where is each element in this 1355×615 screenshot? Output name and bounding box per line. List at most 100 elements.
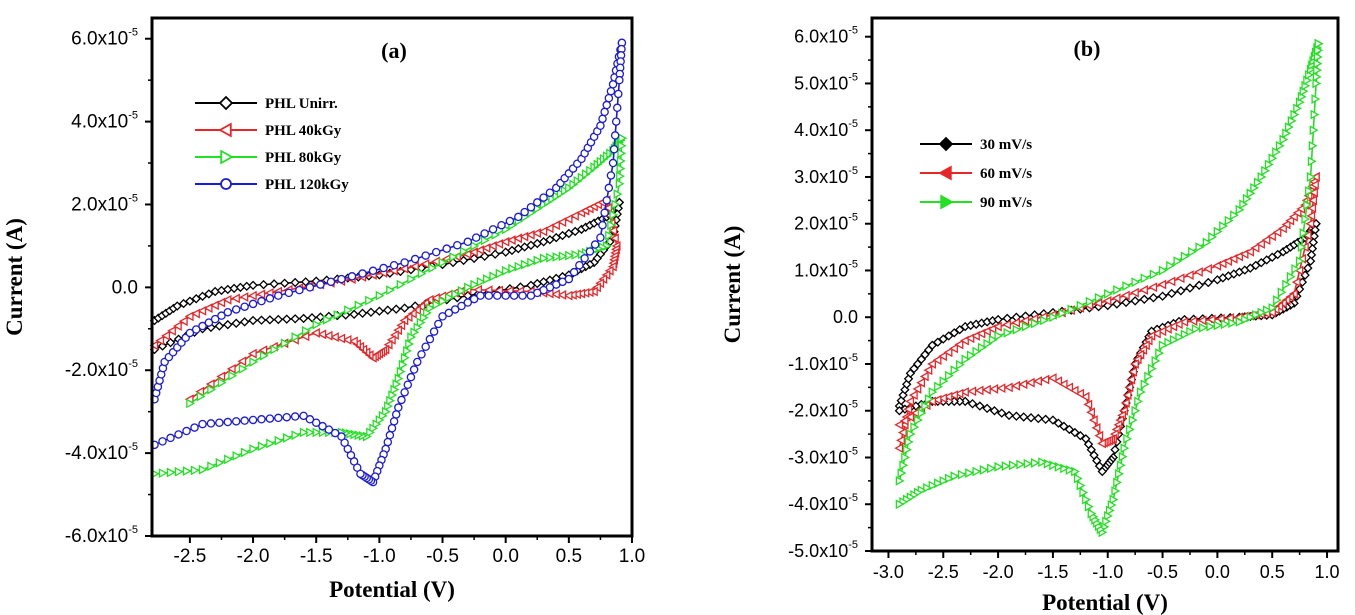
data-point [1158,340,1168,351]
data-point [481,243,491,253]
data-point [410,327,420,338]
data-point [943,347,953,358]
legend-item: 30 mV/s [920,136,1032,153]
data-point [256,289,266,300]
data-point [1120,398,1130,408]
data-point [975,401,985,411]
data-point [977,342,987,353]
data-point [231,417,241,426]
data-point [391,410,401,419]
data-point [480,229,489,238]
x-tick-label: -3.0 [873,562,904,582]
data-point [1025,377,1035,388]
data-point [1175,273,1185,284]
data-point [324,425,334,434]
data-point [954,339,964,350]
data-point [488,225,498,234]
data-point [905,412,915,422]
data-point [1278,223,1287,234]
data-point [1009,460,1018,471]
data-point [957,469,967,480]
legend-label: 30 mV/s [980,137,1032,153]
data-point [1080,391,1090,402]
data-point [1115,468,1124,479]
y-tick-label: 5.0x10-5 [794,71,858,93]
x-tick-label: -0.5 [426,546,459,567]
data-point [903,404,913,415]
data-point [979,465,989,475]
data-point [217,311,226,320]
legend-swatch-marker [938,136,954,152]
data-point [972,466,982,477]
data-point [1285,215,1295,226]
data-point [544,288,554,299]
data-point [396,279,406,290]
data-point [604,183,614,193]
data-point [934,381,943,392]
data-point [938,334,948,344]
data-point [1307,203,1317,214]
data-point [1113,477,1123,488]
data-point [961,354,971,365]
data-point [1169,334,1179,345]
data-point [424,294,434,305]
data-point [570,210,579,221]
data-point [949,328,959,338]
data-point [333,310,343,320]
data-point [1033,376,1042,387]
legend: PHL Unirr. PHL 40kGy PHL 80kGy PHL 120kGy [195,95,349,193]
data-point [1091,422,1101,433]
data-point [204,318,214,327]
data-point [1303,200,1313,210]
data-point [387,424,397,433]
data-point [1116,460,1126,471]
data-point [407,332,417,342]
data-point [394,373,404,384]
data-point [600,107,609,117]
data-point [312,319,322,330]
data-point [210,300,219,311]
data-point [1125,424,1135,435]
data-point [1118,451,1128,462]
data-point [569,179,579,190]
y-tick-label: 0.0 [112,277,138,298]
data-point [589,257,599,268]
x-tick-label: -0.5 [1147,562,1178,582]
x-tick-label: 1.0 [1315,562,1340,582]
data-point [480,235,490,246]
x-tick-label: 1.0 [619,546,645,567]
data-point [157,341,168,351]
data-point [1064,382,1074,393]
data-point [1003,327,1013,338]
data-point [258,279,269,290]
data-point [1309,187,1318,198]
data-point [282,412,291,422]
data-point [381,406,391,417]
data-point [445,292,454,303]
data-point [1281,219,1291,230]
data-point [1168,321,1178,332]
data-point [607,220,617,231]
data-point [210,314,220,324]
y-tick-label: 3.0x10-5 [794,165,858,187]
data-point [1206,314,1216,325]
plot-frame [150,16,634,538]
data-point [1310,109,1320,120]
data-point [315,312,326,322]
data-point [174,466,184,477]
data-point [378,410,388,421]
data-point [615,75,624,85]
data-point [344,305,353,316]
data-point [1130,296,1140,306]
data-point [938,351,947,362]
data-point [358,269,367,278]
data-point [1203,277,1213,288]
legend-label: PHL 40kGy [265,123,342,139]
data-point [185,296,195,306]
data-point [330,428,340,438]
data-point [1058,308,1068,319]
data-point [240,447,250,458]
legend-swatch-marker [218,95,234,111]
data-point [563,214,573,224]
data-point [590,240,600,249]
